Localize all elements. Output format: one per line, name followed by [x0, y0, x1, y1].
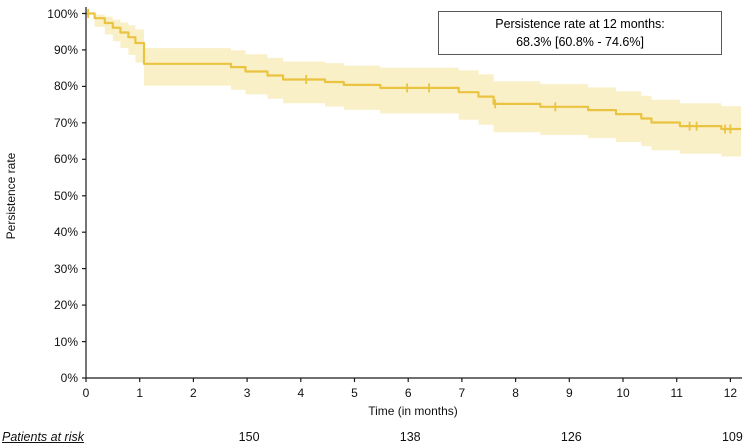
y-tick-label: 50% — [53, 188, 78, 203]
x-tick-label: 12 — [723, 386, 738, 400]
y-tick-label: 0% — [60, 371, 78, 385]
x-tick-label: 0 — [82, 386, 90, 400]
confidence-band — [86, 13, 742, 157]
y-axis-title: Persistence rate — [4, 152, 18, 240]
y-tick-label: 20% — [53, 298, 78, 313]
x-tick-label: 3 — [243, 386, 251, 400]
y-tick-label: 70% — [53, 115, 78, 130]
annotation-box: Persistence rate at 12 months: 68.3% [60… — [438, 11, 722, 55]
y-tick-label: 90% — [53, 42, 78, 57]
x-axis-title: Time (in months) — [368, 404, 458, 418]
patients-at-risk-count: 126 — [560, 430, 582, 444]
patients-at-risk-count: 150 — [238, 430, 260, 444]
x-tick-label: 10 — [616, 386, 630, 400]
x-tick-label: 11 — [670, 386, 683, 400]
x-tick-label: 6 — [404, 386, 412, 400]
y-tick-label: 80% — [53, 79, 78, 94]
x-tick-label: 8 — [512, 386, 519, 400]
y-tick-label: 100% — [47, 6, 78, 21]
y-tick-label: 30% — [53, 261, 78, 276]
x-tick-label: 2 — [190, 386, 197, 400]
x-tick-label: 4 — [297, 386, 305, 400]
x-tick-label: 7 — [458, 386, 466, 400]
patients-at-risk-label: Patients at risk — [2, 430, 84, 444]
y-tick-label: 40% — [53, 225, 78, 240]
x-tick-label: 1 — [136, 386, 144, 400]
x-tick-label: 9 — [565, 386, 573, 400]
y-tick-label: 60% — [53, 152, 78, 167]
x-tick-label: 5 — [351, 386, 358, 400]
y-tick-label: 10% — [53, 334, 78, 349]
annotation-line2: 68.3% [60.8% - 74.6%] — [516, 35, 644, 49]
patients-at-risk-count: 109 — [721, 430, 743, 444]
annotation-line1: Persistence rate at 12 months: — [495, 16, 665, 31]
km-step-curve — [86, 12, 742, 131]
patients-at-risk-count: 138 — [399, 430, 421, 444]
